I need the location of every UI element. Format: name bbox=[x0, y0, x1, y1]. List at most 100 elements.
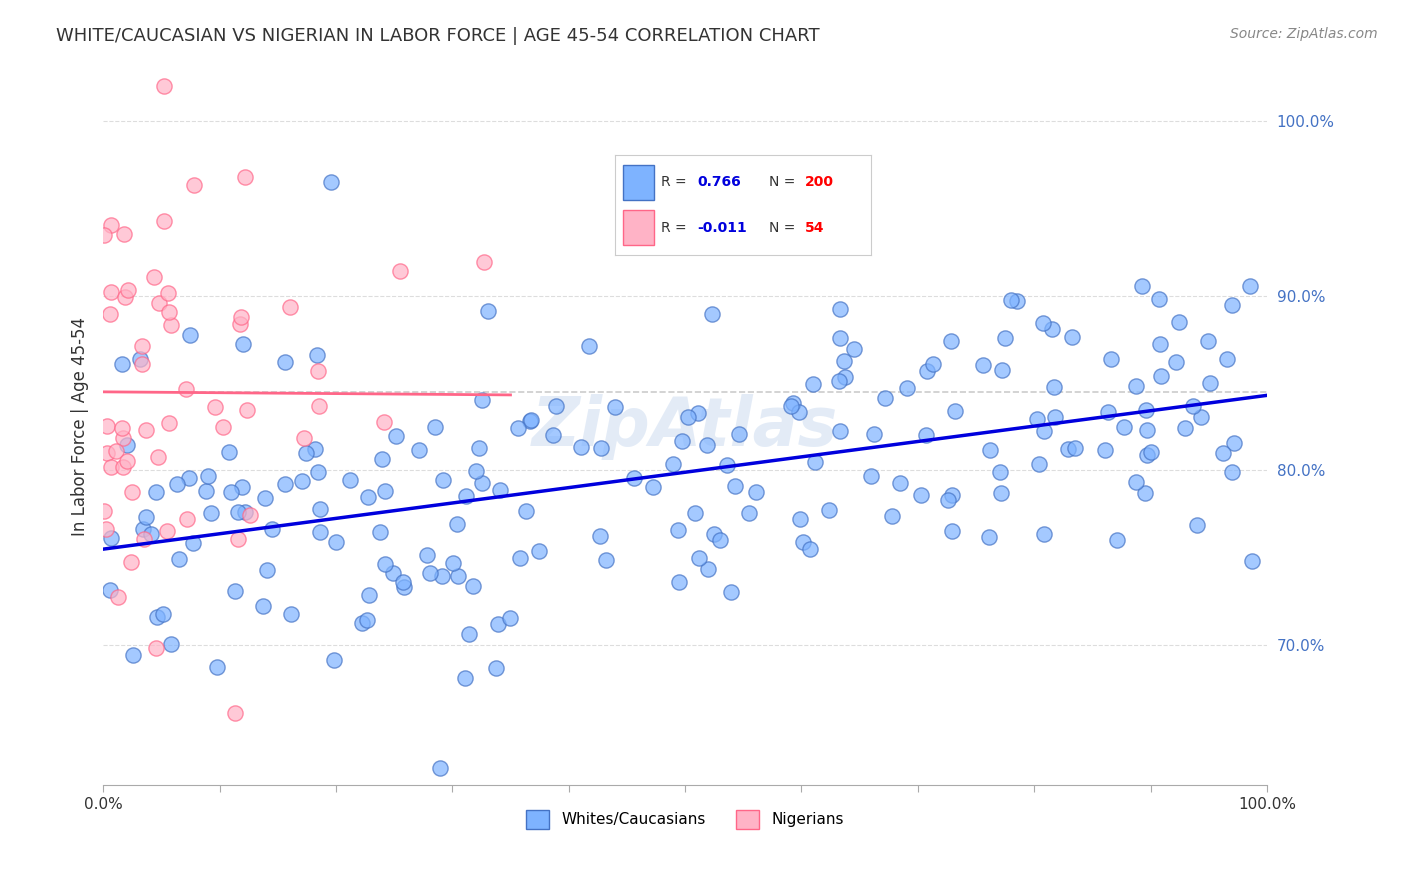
Point bbox=[716, 458, 738, 472]
Point bbox=[446, 516, 468, 531]
Point bbox=[589, 441, 612, 455]
Point bbox=[430, 568, 453, 582]
Point bbox=[914, 427, 936, 442]
Point bbox=[145, 485, 167, 500]
Point bbox=[830, 331, 852, 345]
Point bbox=[990, 465, 1012, 479]
Point bbox=[720, 584, 742, 599]
Point bbox=[465, 465, 488, 479]
Point bbox=[135, 509, 157, 524]
Point bbox=[157, 416, 180, 430]
Point bbox=[252, 599, 274, 614]
Point bbox=[520, 413, 543, 427]
Point bbox=[423, 419, 446, 434]
Point bbox=[143, 270, 166, 285]
Point bbox=[799, 542, 821, 557]
Point bbox=[157, 305, 180, 319]
Point bbox=[1149, 337, 1171, 351]
Point bbox=[623, 471, 645, 485]
Point bbox=[709, 533, 731, 547]
Point bbox=[1025, 411, 1047, 425]
Point bbox=[224, 706, 246, 720]
Point bbox=[832, 354, 855, 368]
Point bbox=[472, 255, 495, 269]
Point bbox=[111, 431, 134, 445]
Point bbox=[668, 574, 690, 589]
Point bbox=[156, 524, 179, 538]
Point bbox=[979, 442, 1001, 457]
Text: WHITE/CAUCASIAN VS NIGERIAN IN LABOR FORCE | AGE 45-54 CORRELATION CHART: WHITE/CAUCASIAN VS NIGERIAN IN LABOR FOR… bbox=[56, 27, 820, 45]
Point bbox=[1097, 405, 1119, 419]
Point bbox=[447, 569, 470, 583]
Point bbox=[100, 459, 122, 474]
Point bbox=[304, 442, 326, 457]
Point bbox=[308, 364, 330, 378]
Point bbox=[1220, 465, 1243, 479]
Point bbox=[1140, 445, 1163, 459]
Point bbox=[880, 509, 903, 524]
Point bbox=[308, 399, 330, 413]
Point bbox=[1033, 424, 1056, 438]
Point bbox=[489, 483, 512, 497]
Point bbox=[278, 300, 301, 314]
Point bbox=[889, 475, 911, 490]
Point bbox=[305, 348, 328, 362]
Point bbox=[135, 423, 157, 437]
Point bbox=[176, 382, 198, 396]
Point bbox=[688, 551, 710, 566]
Point bbox=[1185, 518, 1208, 533]
Point bbox=[1216, 352, 1239, 367]
Point bbox=[226, 505, 249, 519]
Point bbox=[117, 283, 139, 297]
Point bbox=[224, 583, 246, 598]
Point bbox=[389, 263, 412, 277]
Point bbox=[690, 225, 713, 239]
Point bbox=[120, 555, 142, 569]
Point bbox=[385, 429, 408, 443]
Point bbox=[686, 406, 709, 420]
Point bbox=[115, 438, 138, 452]
Point bbox=[432, 473, 454, 487]
Point bbox=[93, 228, 115, 243]
Point bbox=[219, 484, 242, 499]
Point bbox=[1168, 315, 1191, 329]
Point bbox=[100, 285, 122, 299]
Point bbox=[167, 551, 190, 566]
Point bbox=[696, 438, 718, 452]
Point bbox=[578, 339, 600, 353]
Point bbox=[842, 342, 865, 356]
Point bbox=[990, 486, 1012, 500]
Point bbox=[1005, 294, 1028, 309]
Point bbox=[256, 563, 278, 577]
Point bbox=[700, 308, 723, 322]
Point bbox=[294, 431, 316, 445]
Point bbox=[280, 607, 302, 621]
Point bbox=[1174, 421, 1197, 435]
Point bbox=[728, 426, 751, 441]
Point bbox=[454, 489, 477, 503]
Point bbox=[1189, 410, 1212, 425]
Point bbox=[875, 391, 897, 405]
Point bbox=[671, 434, 693, 449]
Point bbox=[787, 405, 810, 419]
Point bbox=[1107, 533, 1129, 547]
Point bbox=[1149, 292, 1171, 306]
Point bbox=[519, 413, 541, 427]
Point bbox=[323, 652, 346, 666]
Point bbox=[828, 374, 851, 388]
Point bbox=[197, 468, 219, 483]
Point bbox=[200, 507, 222, 521]
Point bbox=[356, 614, 378, 628]
Point bbox=[229, 310, 252, 325]
Point bbox=[121, 484, 143, 499]
Point bbox=[231, 480, 253, 494]
Point bbox=[359, 588, 381, 602]
Point bbox=[273, 476, 295, 491]
Point bbox=[991, 363, 1014, 377]
Point bbox=[498, 611, 520, 625]
Point bbox=[936, 493, 959, 508]
Point bbox=[339, 474, 361, 488]
Point bbox=[1223, 435, 1246, 450]
Point bbox=[1220, 298, 1243, 312]
Point bbox=[121, 648, 143, 663]
